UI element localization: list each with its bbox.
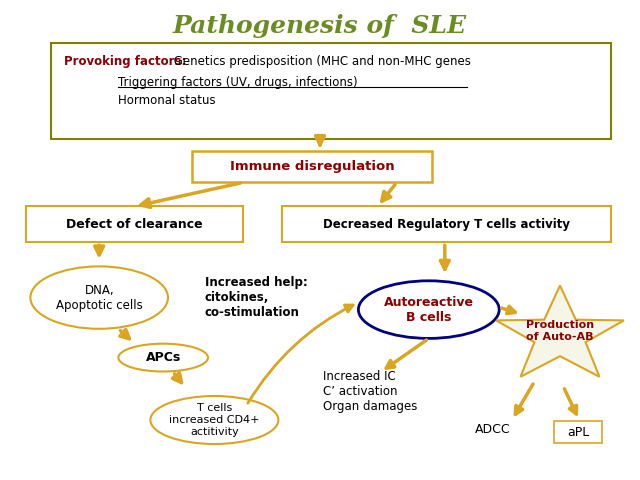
FancyBboxPatch shape — [192, 151, 432, 182]
Text: aPL: aPL — [567, 425, 589, 439]
Ellipse shape — [31, 266, 168, 329]
FancyBboxPatch shape — [26, 206, 243, 242]
Text: Decreased Regulatory T cells activity: Decreased Regulatory T cells activity — [323, 218, 570, 231]
Text: Increased help:
citokines,
co-stimulation: Increased help: citokines, co-stimulatio… — [205, 276, 308, 319]
Text: ADCC: ADCC — [475, 423, 511, 436]
Ellipse shape — [358, 281, 499, 338]
Text: Autoreactive
B cells: Autoreactive B cells — [384, 296, 474, 324]
Text: Triggering factors (UV, drugs, infections): Triggering factors (UV, drugs, infection… — [118, 76, 358, 89]
Text: Genetics predisposition (MHC and non-MHC genes: Genetics predisposition (MHC and non-MHC… — [170, 55, 470, 68]
Text: DNA,
Apoptotic cells: DNA, Apoptotic cells — [56, 284, 143, 312]
Text: Pathogenesis of  SLE: Pathogenesis of SLE — [173, 14, 467, 38]
Text: Defect of clearance: Defect of clearance — [66, 218, 203, 231]
FancyBboxPatch shape — [282, 206, 611, 242]
Text: Provoking factors:: Provoking factors: — [64, 55, 186, 68]
Polygon shape — [496, 286, 624, 377]
Text: APCs: APCs — [145, 351, 181, 364]
Ellipse shape — [150, 396, 278, 444]
Text: T cells
increased CD4+
actitivity: T cells increased CD4+ actitivity — [169, 403, 260, 437]
Text: Increased IC
C’ activation
Organ damages: Increased IC C’ activation Organ damages — [323, 370, 417, 413]
FancyBboxPatch shape — [554, 421, 602, 443]
Text: Production
of Auto-AB: Production of Auto-AB — [526, 321, 594, 342]
FancyBboxPatch shape — [51, 43, 611, 139]
Text: Immune disregulation: Immune disregulation — [230, 160, 394, 173]
Ellipse shape — [118, 344, 208, 372]
Text: Hormonal status: Hormonal status — [118, 94, 216, 107]
